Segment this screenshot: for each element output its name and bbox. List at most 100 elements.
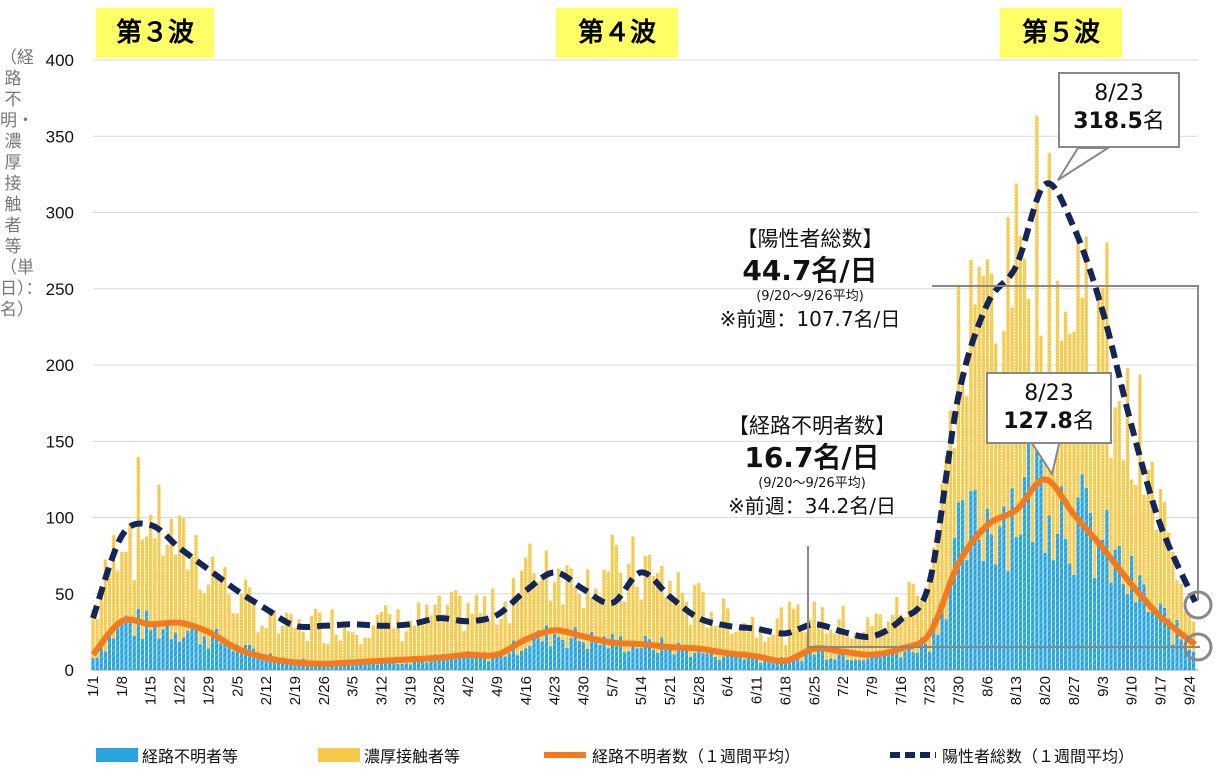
bar-unknown xyxy=(961,500,965,670)
bar-unknown xyxy=(503,656,507,670)
bar-contact xyxy=(111,534,116,639)
bar-contact xyxy=(713,625,718,657)
bar-contact xyxy=(569,568,573,639)
bar-contact xyxy=(1072,331,1076,575)
bar-contact xyxy=(140,539,145,640)
bar-unknown xyxy=(107,634,112,670)
y-tick-label: 0 xyxy=(65,661,74,680)
bar-unknown xyxy=(668,646,672,670)
bar-unknown xyxy=(285,662,289,670)
bar-contact xyxy=(1171,551,1175,645)
bar-unknown xyxy=(1179,639,1183,670)
bar-contact xyxy=(528,543,532,646)
bar-unknown xyxy=(1101,539,1105,670)
bar-unknown xyxy=(1022,477,1027,670)
x-tick-label: 1/8 xyxy=(114,676,131,697)
bar-unknown xyxy=(610,634,614,670)
bar-unknown xyxy=(437,658,441,670)
bar-contact xyxy=(890,614,895,652)
bar-unknown xyxy=(132,635,136,670)
bar-unknown xyxy=(210,633,215,670)
bar-unknown xyxy=(351,664,355,670)
bar-contact xyxy=(544,550,549,626)
bar-unknown xyxy=(173,632,178,670)
bar-contact xyxy=(1076,229,1080,498)
bar-unknown xyxy=(734,656,738,670)
bar-unknown xyxy=(219,643,223,670)
bar-unknown xyxy=(915,652,919,670)
bar-contact xyxy=(664,597,668,650)
bar-contact xyxy=(383,605,388,663)
bar-unknown xyxy=(1047,515,1051,670)
bar-contact xyxy=(116,570,120,621)
bar-unknown xyxy=(454,656,458,670)
bar-unknown xyxy=(499,652,503,670)
bar-unknown xyxy=(470,654,474,670)
x-tick-label: 2/19 xyxy=(287,676,304,705)
bar-unknown xyxy=(425,662,429,670)
bar-unknown xyxy=(408,664,413,670)
x-tick-label: 7/23 xyxy=(922,676,939,705)
bar-contact xyxy=(540,576,544,642)
legend-unknown-daily: 経路不明者等 xyxy=(96,743,238,767)
unknown-heading: 【経路不明者数】 xyxy=(728,414,896,438)
bar-contact xyxy=(107,567,112,635)
bar-unknown xyxy=(495,654,499,670)
bar-unknown xyxy=(1059,486,1064,670)
bar-unknown xyxy=(338,662,342,670)
bar-contact xyxy=(1134,485,1138,603)
bar-contact xyxy=(1014,183,1018,538)
bar-unknown xyxy=(252,648,256,670)
bar-contact xyxy=(948,410,952,580)
bar-contact xyxy=(573,587,577,628)
bar-contact xyxy=(1092,407,1097,578)
bar-unknown xyxy=(487,661,491,670)
bar-unknown xyxy=(99,648,103,670)
bar-contact xyxy=(627,564,631,652)
bar-unknown xyxy=(544,625,549,670)
bar-contact xyxy=(1031,417,1035,543)
bar-unknown xyxy=(95,657,99,670)
y-tick-label: 400 xyxy=(46,51,74,70)
total-prev-week: ※前週：107.7名/日 xyxy=(719,307,901,331)
total-peak-date: 8/23 xyxy=(1094,81,1144,106)
bar-contact xyxy=(552,582,557,634)
bar-contact xyxy=(577,594,581,642)
bar-contact xyxy=(647,554,652,640)
bar-unknown xyxy=(1187,649,1191,670)
bar-contact xyxy=(1162,501,1167,608)
bar-contact xyxy=(594,588,598,640)
bar-contact xyxy=(454,590,458,657)
bar-unknown xyxy=(404,663,408,670)
bar-unknown xyxy=(190,628,194,670)
bar-unknown xyxy=(375,664,380,670)
bar-unknown xyxy=(1150,604,1154,670)
bar-contact xyxy=(1167,532,1171,619)
bar-contact xyxy=(614,545,619,646)
bar-unknown xyxy=(787,656,792,670)
total-heading: 【陽性者総数】 xyxy=(736,227,884,251)
bar-contact xyxy=(849,639,854,661)
bar-contact xyxy=(334,634,338,661)
bar-unknown xyxy=(1097,543,1101,670)
bar-unknown xyxy=(186,630,190,670)
bar-unknown xyxy=(552,633,557,670)
bar-unknown xyxy=(1076,497,1080,670)
x-tick-label: 6/25 xyxy=(806,676,823,705)
bar-unknown xyxy=(1068,563,1072,670)
bar-unknown xyxy=(149,630,153,670)
bar-unknown xyxy=(359,664,363,670)
bar-unknown xyxy=(511,640,516,670)
bar-unknown xyxy=(759,662,763,670)
bar-contact xyxy=(693,584,697,653)
bar-unknown xyxy=(903,651,907,670)
bar-contact xyxy=(223,567,227,645)
bar-contact xyxy=(536,582,540,631)
bar-contact xyxy=(845,631,849,660)
bar-unknown xyxy=(223,644,227,670)
unknown-annotation: 【経路不明者数】 16.7名/日 (9/20〜9/26平均) ※前週：34.2名… xyxy=(694,412,930,520)
bar-unknown xyxy=(796,656,800,670)
bar-unknown xyxy=(651,649,656,670)
bar-contact xyxy=(903,617,907,652)
